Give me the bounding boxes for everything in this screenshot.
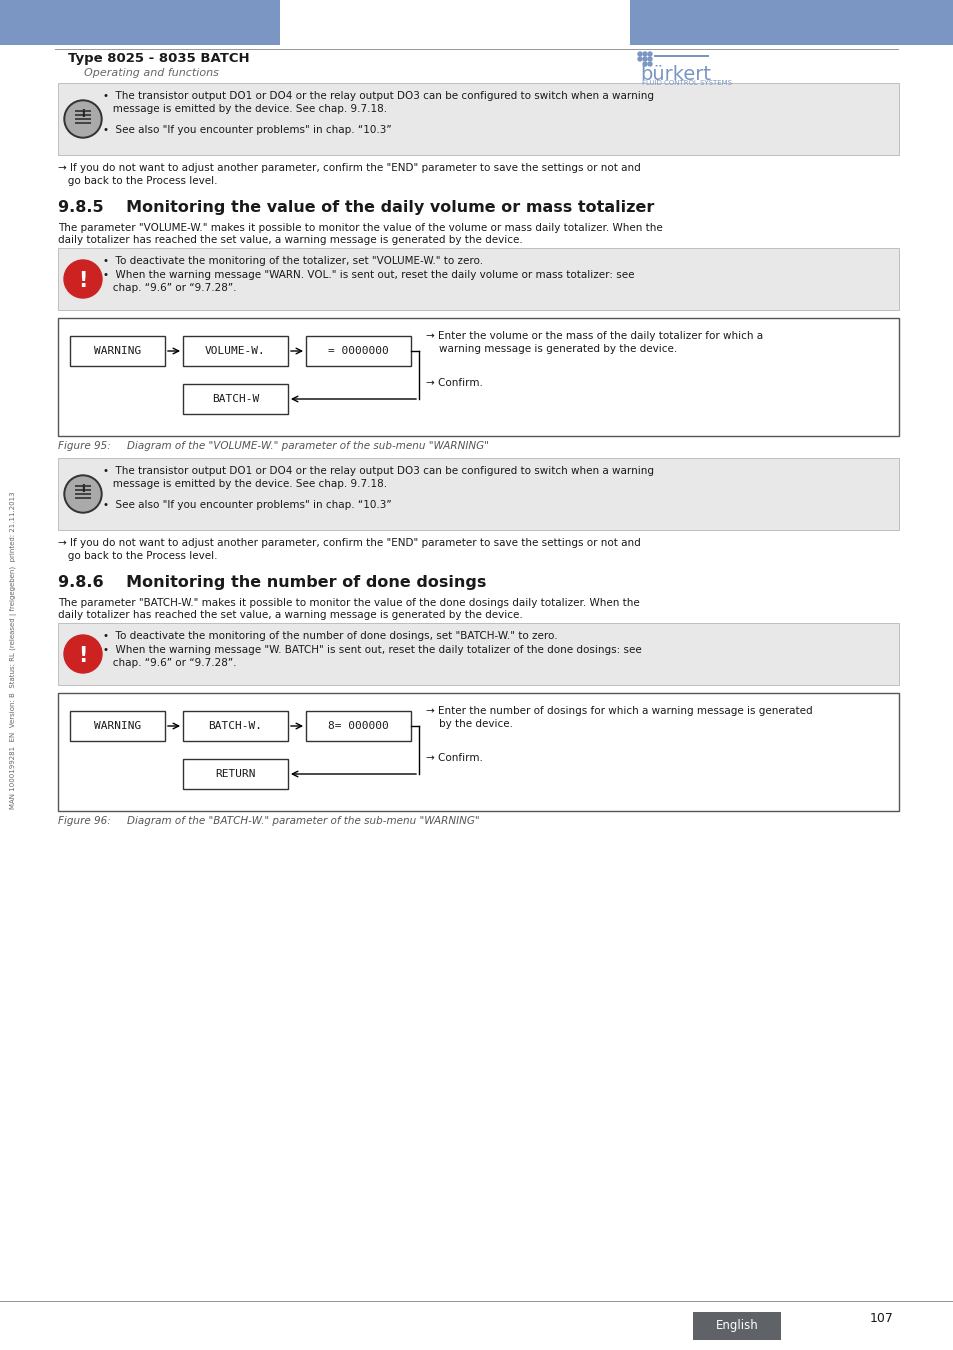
Bar [629, 0, 953, 45]
Circle shape [638, 53, 641, 55]
Text: WARNING: WARNING [93, 346, 141, 356]
Text: Figure 95:     Diagram of the "VOLUME-W." parameter of the sub-menu "WARNING": Figure 95: Diagram of the "VOLUME-W." pa… [58, 441, 488, 451]
Bar [58, 693, 898, 811]
Text: !: ! [78, 271, 88, 292]
Text: daily totalizer has reached the set value, a warning message is generated by the: daily totalizer has reached the set valu… [58, 235, 522, 244]
Circle shape [64, 100, 102, 138]
Text: •  The transistor output DO1 or DO4 or the relay output DO3 can be configured to: • The transistor output DO1 or DO4 or th… [103, 90, 654, 101]
Text: Type 8025 - 8035 BATCH: Type 8025 - 8035 BATCH [68, 53, 250, 65]
Text: English: English [715, 1319, 758, 1332]
Bar [183, 336, 288, 366]
Text: BATCH-W.: BATCH-W. [209, 721, 262, 730]
Text: WARNING: WARNING [93, 721, 141, 730]
Circle shape [647, 53, 651, 55]
Text: → Enter the volume or the mass of the daily totalizer for which a: → Enter the volume or the mass of the da… [426, 331, 762, 342]
Bar [58, 319, 898, 436]
Text: 9.8.6    Monitoring the number of done dosings: 9.8.6 Monitoring the number of done dosi… [58, 575, 486, 590]
Text: 9.8.5    Monitoring the value of the daily volume or mass totalizer: 9.8.5 Monitoring the value of the daily … [58, 200, 654, 215]
Text: MAN 1000199281  EN  Version: B  Status: RL (released | freigegeben)  printed: 21: MAN 1000199281 EN Version: B Status: RL … [10, 491, 17, 809]
Text: The parameter "BATCH-W." makes it possible to monitor the value of the done dosi: The parameter "BATCH-W." makes it possib… [58, 598, 639, 608]
Text: daily totalizer has reached the set value, a warning message is generated by the: daily totalizer has reached the set valu… [58, 610, 522, 620]
Text: 8= 000000: 8= 000000 [328, 721, 389, 730]
Text: •  When the warning message "W. BATCH" is sent out, reset the daily totalizer of: • When the warning message "W. BATCH" is… [103, 645, 641, 655]
Text: → Enter the number of dosings for which a warning message is generated: → Enter the number of dosings for which … [426, 706, 812, 716]
Text: by the device.: by the device. [426, 720, 513, 729]
Bar [58, 622, 898, 684]
Bar [692, 1312, 781, 1341]
Text: Operating and functions: Operating and functions [84, 68, 218, 78]
Text: i: i [81, 485, 85, 494]
Bar [75, 485, 91, 487]
Text: → If you do not want to adjust another parameter, confirm the "END" parameter to: → If you do not want to adjust another p… [58, 539, 640, 548]
Text: → If you do not want to adjust another parameter, confirm the "END" parameter to: → If you do not want to adjust another p… [58, 163, 640, 173]
Circle shape [66, 103, 100, 136]
Text: chap. “9.6” or “9.7.28”.: chap. “9.6” or “9.7.28”. [103, 284, 236, 293]
Bar [75, 113, 91, 116]
Bar [654, 54, 708, 57]
Bar [183, 383, 288, 414]
Text: RETURN: RETURN [215, 769, 255, 779]
Bar [70, 711, 165, 741]
Text: •  See also "If you encounter problems" in chap. “10.3”: • See also "If you encounter problems" i… [103, 126, 392, 135]
Text: warning message is generated by the device.: warning message is generated by the devi… [426, 344, 677, 354]
Circle shape [642, 57, 646, 61]
Text: Figure 96:     Diagram of the "BATCH-W." parameter of the sub-menu "WARNING": Figure 96: Diagram of the "BATCH-W." par… [58, 815, 479, 826]
Text: BATCH-W: BATCH-W [212, 394, 259, 404]
Text: → Confirm.: → Confirm. [426, 378, 482, 387]
Bar [0, 0, 280, 45]
Bar [58, 248, 898, 310]
Text: The parameter "VOLUME-W." makes it possible to monitor the value of the volume o: The parameter "VOLUME-W." makes it possi… [58, 223, 662, 234]
Text: message is emitted by the device. See chap. 9.7.18.: message is emitted by the device. See ch… [103, 479, 387, 489]
Circle shape [647, 57, 651, 61]
Bar [75, 109, 91, 112]
Text: i: i [81, 109, 85, 119]
Bar [75, 493, 91, 495]
Bar [58, 82, 898, 155]
Bar [75, 122, 91, 124]
Bar [75, 489, 91, 491]
Bar [75, 497, 91, 500]
Bar [306, 711, 411, 741]
Text: go back to the Process level.: go back to the Process level. [58, 551, 217, 562]
Text: → Confirm.: → Confirm. [426, 753, 482, 763]
Text: •  To deactivate the monitoring of the number of done dosings, set "BATCH-W." to: • To deactivate the monitoring of the nu… [103, 630, 558, 641]
Bar [183, 711, 288, 741]
Bar [75, 117, 91, 120]
Bar [58, 458, 898, 531]
Text: chap. “9.6” or “9.7.28”.: chap. “9.6” or “9.7.28”. [103, 657, 236, 668]
Text: = 0000000: = 0000000 [328, 346, 389, 356]
Circle shape [64, 261, 102, 298]
Bar [0, 1300, 953, 1350]
Circle shape [647, 62, 651, 66]
Circle shape [642, 53, 646, 55]
Text: !: ! [78, 647, 88, 666]
Circle shape [66, 477, 100, 512]
Circle shape [64, 475, 102, 513]
Text: •  To deactivate the monitoring of the totalizer, set "VOLUME-W." to zero.: • To deactivate the monitoring of the to… [103, 256, 482, 266]
Circle shape [642, 62, 646, 66]
Text: •  The transistor output DO1 or DO4 or the relay output DO3 can be configured to: • The transistor output DO1 or DO4 or th… [103, 466, 654, 477]
Bar [70, 336, 165, 366]
Text: 107: 107 [869, 1311, 893, 1324]
Circle shape [638, 57, 641, 61]
Text: VOLUME-W.: VOLUME-W. [205, 346, 266, 356]
Circle shape [64, 634, 102, 674]
Text: •  See also "If you encounter problems" in chap. “10.3”: • See also "If you encounter problems" i… [103, 500, 392, 510]
Bar [183, 759, 288, 788]
Bar [306, 336, 411, 366]
Text: FLUID CONTROL SYSTEMS: FLUID CONTROL SYSTEMS [641, 80, 731, 86]
Text: bürkert: bürkert [639, 65, 710, 84]
Text: •  When the warning message "WARN. VOL." is sent out, reset the daily volume or : • When the warning message "WARN. VOL." … [103, 270, 634, 279]
Text: go back to the Process level.: go back to the Process level. [58, 176, 217, 186]
Text: message is emitted by the device. See chap. 9.7.18.: message is emitted by the device. See ch… [103, 104, 387, 113]
